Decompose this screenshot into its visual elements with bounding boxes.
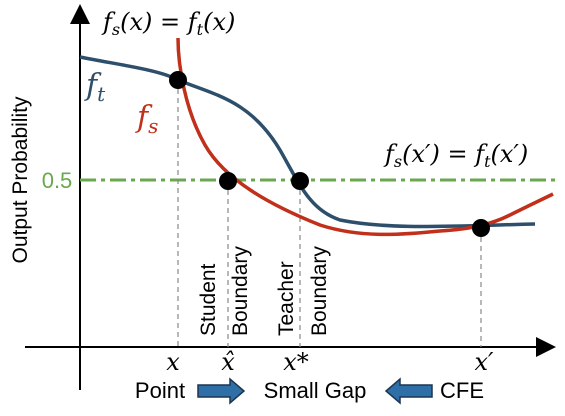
boundary-label: Boundary [229, 246, 252, 336]
flow-label: CFE [440, 378, 484, 403]
guides [177, 80, 482, 347]
x-label: x̂ [221, 348, 235, 376]
eq-part: s [394, 152, 402, 171]
teacher-label: ft [84, 68, 106, 106]
student-curve [176, 37, 554, 237]
arrow-left [384, 377, 433, 405]
eq-part: (x′) = [402, 140, 475, 168]
arrow-right [197, 377, 246, 405]
boundary-label: Student [197, 263, 220, 336]
eq-part: s [112, 20, 120, 39]
boundary-label: Boundary [308, 246, 331, 336]
points [169, 71, 490, 237]
x-label: x [166, 348, 180, 376]
eq-part: (x) = [120, 8, 188, 36]
eq-part: (x) [203, 8, 235, 36]
intersection-eq: fs(x) = ft(x) [101, 8, 235, 39]
eq-part: t [484, 152, 491, 171]
teacher-curve [79, 55, 536, 229]
eq-part: (x′) [491, 140, 529, 168]
x-label: x* [283, 348, 309, 376]
flow-label: Small Gap [264, 378, 367, 403]
y-axis-label: Output Probability [9, 96, 32, 263]
eq-part: t [197, 20, 204, 39]
label-part: t [97, 82, 106, 106]
boundary-label: Teacher [275, 261, 298, 336]
label-part: s [148, 114, 158, 138]
student-label: fs [135, 100, 158, 138]
cfe-eq: fs(x′) = ft(x′) [383, 140, 528, 171]
flow-label: Point [135, 378, 185, 403]
threshold-label: 0.5 [42, 168, 73, 193]
x-label: x′ [475, 348, 495, 376]
